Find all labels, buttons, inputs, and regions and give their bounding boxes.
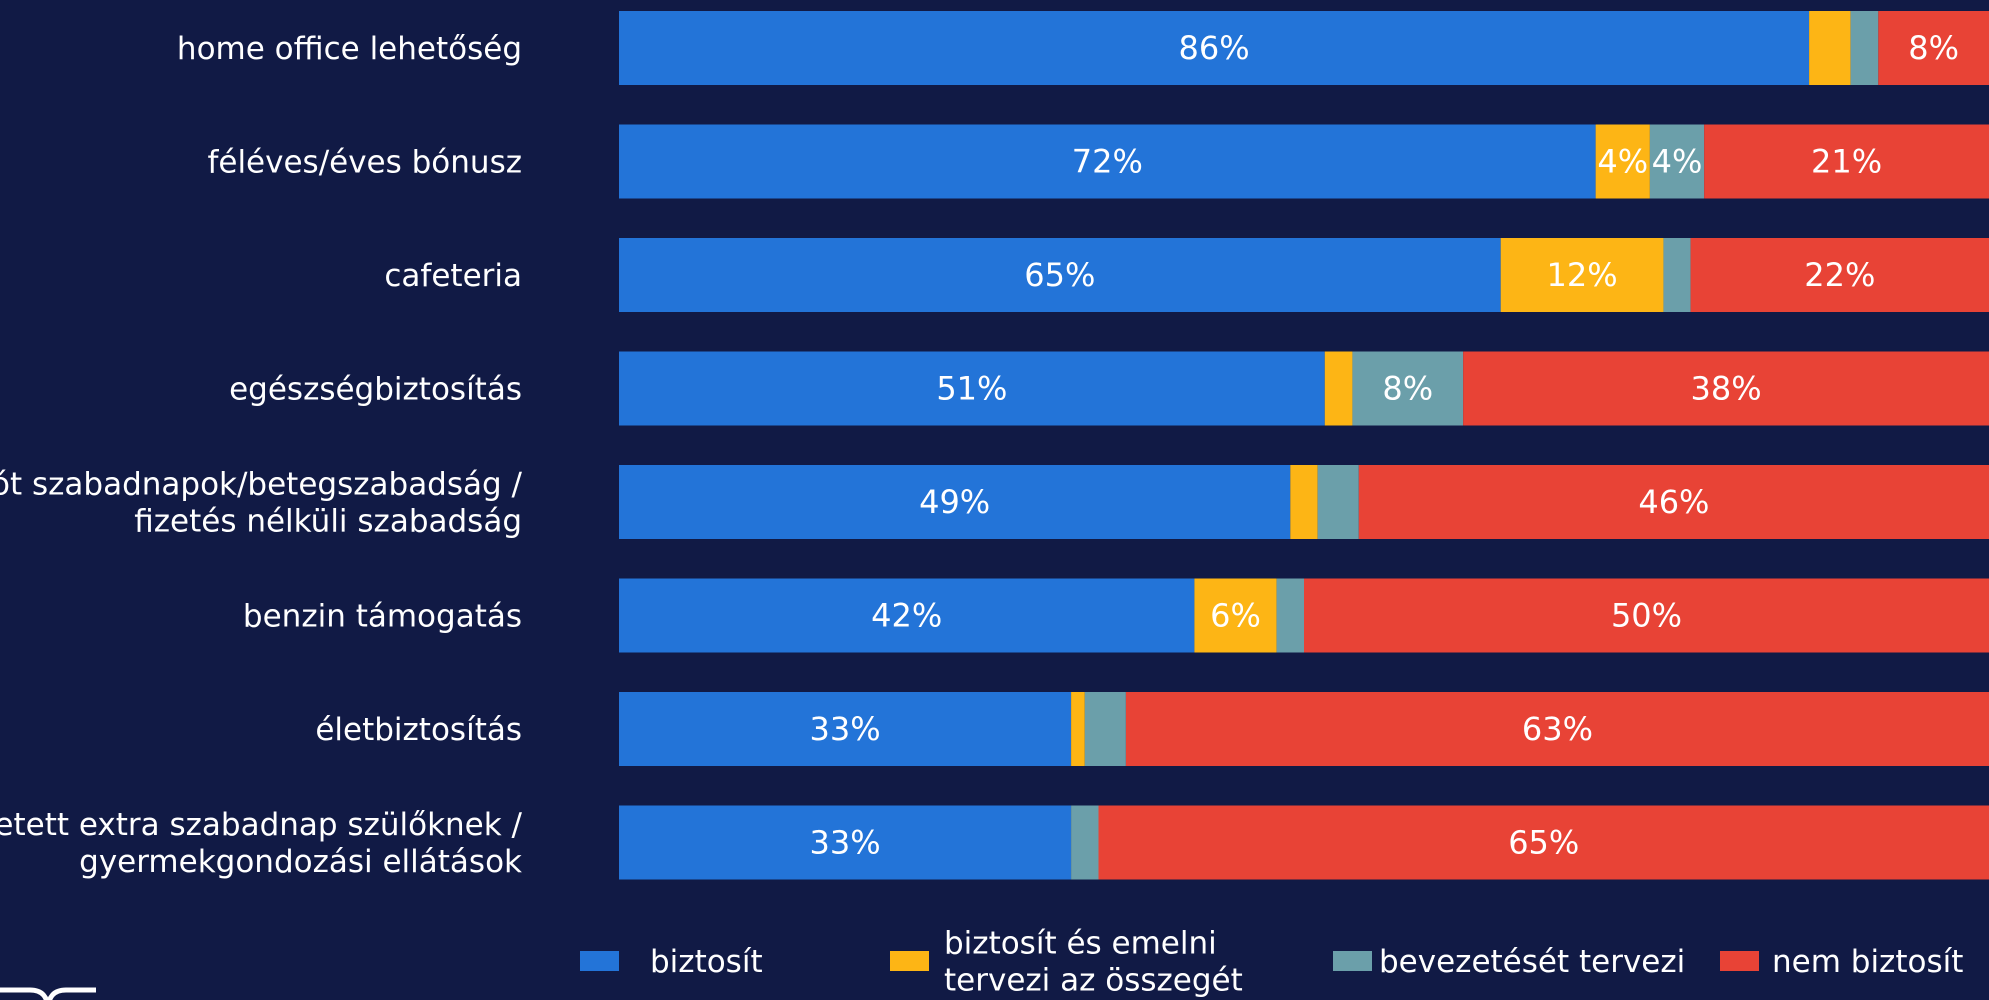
bar-segment — [1595, 124, 1650, 199]
bar-segment — [1125, 692, 1989, 766]
bar-segment — [1304, 578, 1989, 653]
bar-segment — [1358, 465, 1989, 539]
bar-segment — [1290, 465, 1318, 539]
bar-segment — [1704, 124, 1989, 199]
bar-segment — [1809, 11, 1851, 85]
legend-label: nem biztosít — [1772, 944, 1963, 980]
category-label: egészségbiztosítás — [229, 372, 522, 408]
bar-segment — [1850, 11, 1879, 85]
data-label: 8% — [1908, 29, 1959, 67]
data-label: 22% — [1804, 256, 1875, 294]
bar-segment — [1084, 692, 1126, 766]
bar-segment — [1352, 351, 1464, 426]
bar-segment — [619, 805, 1072, 880]
bar-segment — [1276, 578, 1304, 653]
bar-segment — [619, 692, 1072, 766]
data-label: 72% — [1072, 143, 1143, 181]
bar-segment — [619, 124, 1596, 199]
legend-swatch — [890, 951, 929, 971]
data-label: 8% — [1382, 370, 1433, 408]
legend-swatch — [580, 951, 619, 971]
company-logo — [0, 987, 96, 1000]
bar-segment — [1690, 238, 1989, 312]
data-label: 50% — [1611, 597, 1682, 635]
bar-segment — [1098, 805, 1989, 880]
bar-segment — [1463, 351, 1989, 426]
category-labels: home office lehetőség féléves/éves bónusz… — [0, 31, 523, 880]
bar-segment — [1324, 351, 1353, 426]
data-label: 38% — [1691, 370, 1762, 408]
bar-segment — [1194, 578, 1277, 653]
bar-segment — [1500, 238, 1664, 312]
data-label: 86% — [1178, 29, 1249, 67]
category-label: fizetett extra szabadnap szülőknek / — [0, 807, 523, 843]
data-label: 42% — [871, 597, 942, 635]
bar-segment — [1071, 692, 1085, 766]
category-label: féléves/éves bónusz — [207, 145, 522, 181]
data-label: 65% — [1024, 256, 1095, 294]
data-label: 63% — [1522, 710, 1593, 748]
bar-segment — [619, 465, 1291, 539]
bars: 86% 8% 72% 4% 4% 21% 65% 12% 22% 51% 8% 38% 49% 46% 42… — [619, 11, 1989, 880]
data-label: 51% — [936, 370, 1007, 408]
legend-label: bevezetését tervezi — [1379, 944, 1685, 980]
bar-segment — [1071, 805, 1099, 880]
category-label: home office lehetőség — [177, 31, 522, 67]
data-label: 6% — [1210, 597, 1261, 635]
bar-segment — [619, 578, 1195, 653]
category-label: gyermekgondozási ellátások — [79, 844, 522, 880]
bar-segment — [1649, 124, 1705, 199]
bar-segment — [619, 351, 1325, 426]
bar-segment — [619, 11, 1810, 85]
bar-segment — [619, 238, 1501, 312]
bar-segment — [1878, 11, 1989, 85]
data-label: 4% — [1652, 143, 1703, 181]
bar-segment — [1663, 238, 1691, 312]
data-label: 33% — [809, 824, 880, 862]
category-label: pót szabadnapok/betegszabadság / — [0, 467, 523, 503]
legend-label: tervezi az összegét — [944, 963, 1243, 999]
data-label: 65% — [1508, 824, 1579, 862]
category-label: cafeteria — [384, 258, 522, 294]
bar-segment — [1317, 465, 1359, 539]
data-label: 4% — [1597, 143, 1648, 181]
legend-label: biztosít — [650, 944, 763, 980]
category-label: benzin támogatás — [243, 599, 522, 635]
data-label: 49% — [919, 483, 990, 521]
data-label: 12% — [1547, 256, 1618, 294]
legend-swatch — [1333, 951, 1372, 971]
legend-swatch — [1720, 951, 1759, 971]
data-label: 46% — [1638, 483, 1709, 521]
legend-label: biztosít és emelni — [944, 926, 1217, 962]
category-label: életbiztosítás — [315, 712, 522, 748]
category-label: fizetés nélküli szabadság — [134, 504, 522, 540]
data-label: 21% — [1811, 143, 1882, 181]
data-label: 33% — [809, 710, 880, 748]
